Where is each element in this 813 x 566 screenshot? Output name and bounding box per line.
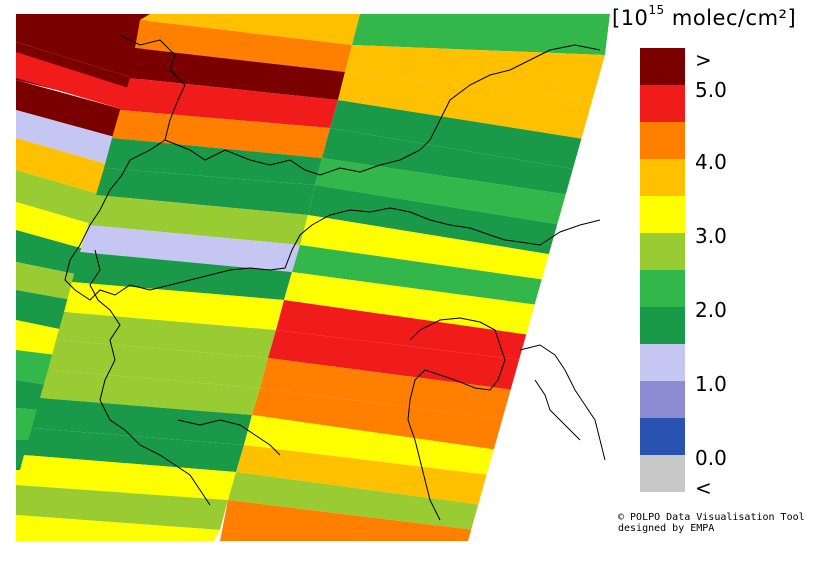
legend-swatch	[640, 196, 685, 233]
legend-swatch	[640, 344, 685, 381]
country-borders	[64, 34, 606, 521]
legend-label: 0.0	[695, 446, 727, 470]
legend-label: <	[695, 476, 712, 500]
legend-swatch	[640, 122, 685, 159]
legend-label: 2.0	[695, 298, 727, 322]
credit-text: © POLPO Data Visualisation Tool designed…	[618, 512, 805, 534]
legend-swatch	[640, 418, 685, 455]
legend-swatch	[640, 307, 685, 344]
legend-swatch	[640, 381, 685, 418]
legend-title: [1015 molec/cm²]	[612, 3, 797, 30]
legend-label: >	[695, 48, 712, 72]
legend-swatch	[640, 159, 685, 196]
data-swath	[16, 14, 610, 541]
legend-label: 1.0	[695, 372, 727, 396]
legend-label: 5.0	[695, 78, 727, 102]
legend-label: 3.0	[695, 224, 727, 248]
legend-swatch	[640, 455, 685, 492]
legend-swatch	[640, 48, 685, 85]
legend-swatch	[640, 85, 685, 122]
legend-swatch	[640, 270, 685, 307]
legend-label: 4.0	[695, 150, 727, 174]
legend-swatch	[640, 233, 685, 270]
